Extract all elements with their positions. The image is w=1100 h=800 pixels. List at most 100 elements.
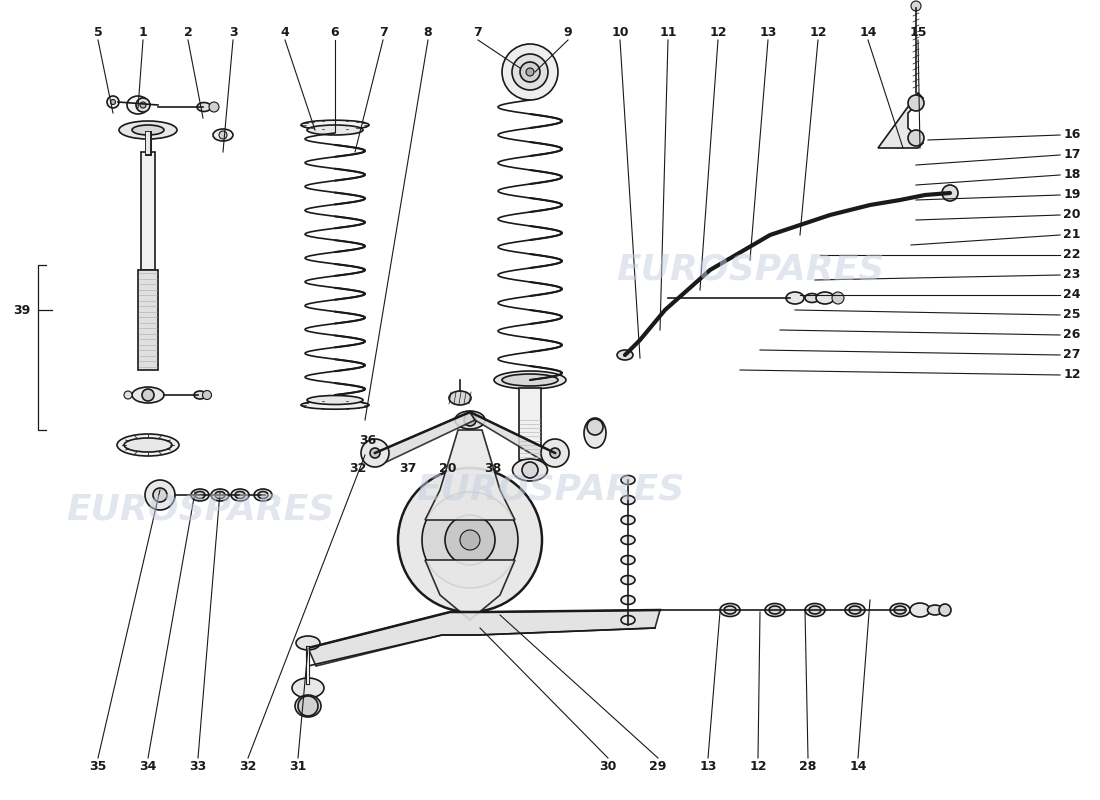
Circle shape [142,389,154,401]
Ellipse shape [764,603,785,617]
Text: 32: 32 [240,759,256,773]
Ellipse shape [621,615,635,625]
Circle shape [370,448,379,458]
Text: 15: 15 [910,26,926,38]
Circle shape [520,62,540,82]
Bar [519,388,541,460]
Ellipse shape [455,411,485,429]
Ellipse shape [292,678,324,698]
Ellipse shape [231,489,249,501]
Text: EUROSPARES: EUROSPARES [616,253,884,287]
Text: 36: 36 [360,434,376,446]
Text: 16: 16 [1064,129,1080,142]
Circle shape [110,99,115,105]
Text: 17: 17 [1064,149,1080,162]
Text: 39: 39 [13,303,31,317]
Ellipse shape [195,491,205,498]
Text: 12: 12 [749,759,767,773]
Text: 26: 26 [1064,329,1080,342]
Text: 10: 10 [612,26,629,38]
Bar [141,152,155,270]
Ellipse shape [132,387,164,403]
Text: 34: 34 [140,759,156,773]
Ellipse shape [769,606,781,614]
Text: 6: 6 [331,26,339,38]
Text: 3: 3 [229,26,238,38]
Text: 27: 27 [1064,349,1080,362]
Circle shape [398,468,542,612]
Text: 5: 5 [94,26,102,38]
Circle shape [145,480,175,510]
Text: 20: 20 [439,462,456,474]
Ellipse shape [124,438,172,452]
Ellipse shape [307,395,363,405]
Ellipse shape [117,434,179,456]
Ellipse shape [307,125,363,135]
Text: 38: 38 [484,462,502,474]
Circle shape [107,96,119,108]
Circle shape [298,696,318,716]
Ellipse shape [119,121,177,139]
Ellipse shape [621,535,635,545]
Text: 20: 20 [1064,209,1080,222]
Polygon shape [375,412,475,465]
Ellipse shape [126,96,148,114]
Ellipse shape [805,294,820,302]
Circle shape [446,515,495,565]
Ellipse shape [301,401,368,409]
Ellipse shape [621,495,635,505]
Ellipse shape [621,555,635,565]
Ellipse shape [816,292,834,304]
Circle shape [512,54,548,90]
Ellipse shape [295,695,321,717]
Text: 13: 13 [700,759,717,773]
Text: 32: 32 [350,462,366,474]
Circle shape [361,439,389,467]
Ellipse shape [584,418,606,448]
Ellipse shape [621,575,635,585]
Text: 29: 29 [649,759,667,773]
Circle shape [124,391,132,399]
Circle shape [464,414,476,426]
Ellipse shape [849,606,861,614]
Text: 33: 33 [189,759,207,773]
Polygon shape [425,430,515,520]
Circle shape [908,130,924,146]
Circle shape [911,1,921,11]
Text: 13: 13 [759,26,777,38]
Circle shape [942,185,958,201]
Circle shape [153,488,167,502]
Text: 4: 4 [280,26,289,38]
Ellipse shape [513,459,548,481]
Circle shape [522,462,538,478]
Ellipse shape [894,606,906,614]
Ellipse shape [808,606,821,614]
Text: 9: 9 [563,26,572,38]
Ellipse shape [720,603,740,617]
Ellipse shape [213,129,233,141]
Text: 7: 7 [378,26,387,38]
Polygon shape [308,610,660,666]
Ellipse shape [890,603,910,617]
Text: 35: 35 [89,759,107,773]
Circle shape [136,98,150,112]
Bar [138,270,158,370]
Ellipse shape [805,603,825,617]
Circle shape [541,439,569,467]
Text: 30: 30 [600,759,617,773]
Ellipse shape [621,475,635,485]
Circle shape [550,448,560,458]
Polygon shape [425,560,515,620]
Ellipse shape [191,489,209,501]
Circle shape [908,95,924,111]
Text: 23: 23 [1064,269,1080,282]
Text: 11: 11 [659,26,676,38]
Text: 8: 8 [424,26,432,38]
Circle shape [939,604,952,616]
Circle shape [460,530,480,550]
Ellipse shape [235,491,245,498]
Text: 18: 18 [1064,169,1080,182]
Text: 31: 31 [289,759,307,773]
Text: 2: 2 [184,26,192,38]
Text: EUROSPARES: EUROSPARES [66,493,334,527]
